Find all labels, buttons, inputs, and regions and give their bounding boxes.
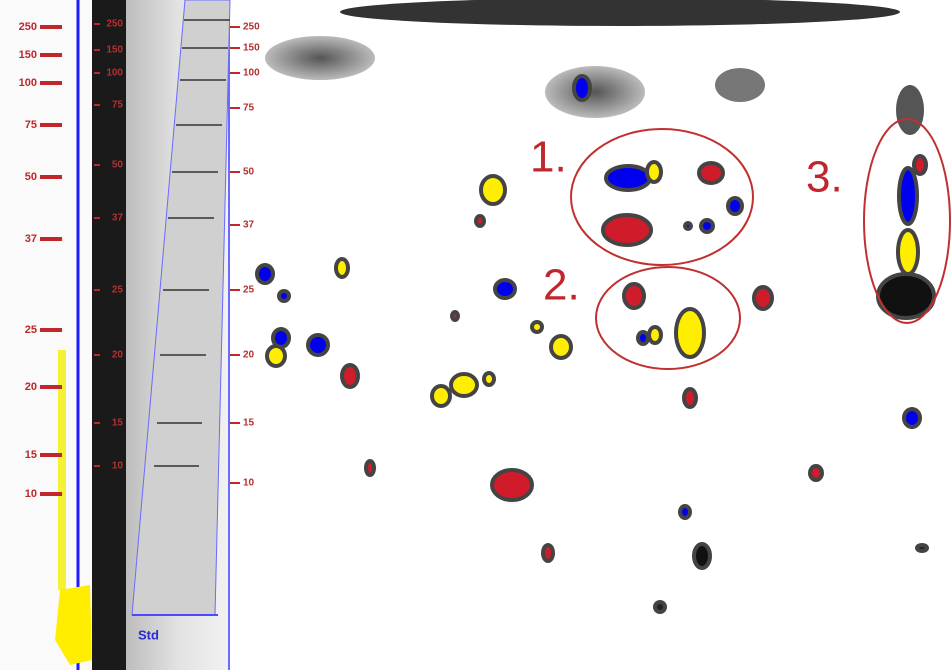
mw-label: 20 — [112, 350, 124, 361]
mw-label: 20 — [25, 381, 37, 393]
mw-label: 100 — [19, 77, 37, 89]
mw-label: 100 — [243, 68, 260, 79]
annotation-label: 1. — [530, 133, 567, 182]
mw-label: 150 — [19, 49, 37, 61]
annotation-label: 2. — [543, 261, 580, 310]
mw-label: 15 — [25, 449, 37, 461]
mw-label: 100 — [106, 68, 123, 79]
mw-label: 50 — [112, 160, 124, 171]
mw-label: 15 — [112, 418, 124, 429]
gel-image: 1. 2. 3. Std 250 150 100 75 50 37 25 20 15 10 250 1… — [0, 0, 952, 670]
top-smear — [265, 0, 924, 135]
mw-label: 150 — [106, 45, 123, 56]
mw-label: 37 — [243, 220, 255, 231]
mw-label: 250 — [106, 19, 123, 30]
annotation-label: 3. — [806, 153, 843, 202]
mw-label: 20 — [243, 350, 255, 361]
mw-label: 25 — [112, 285, 124, 296]
mw-label: 50 — [243, 167, 255, 178]
mw-label: 50 — [25, 171, 37, 183]
mw-label: 10 — [25, 488, 37, 500]
mw-label: 75 — [243, 103, 255, 114]
mw-label: 75 — [25, 119, 37, 131]
mw-label: 75 — [112, 100, 124, 111]
mw-label: 250 — [243, 22, 260, 33]
mw-label: 10 — [112, 461, 124, 472]
mw-label: 250 — [19, 21, 37, 33]
mw-label: 37 — [25, 233, 37, 245]
std-label: Std — [138, 627, 159, 642]
mw-label: 15 — [243, 418, 255, 429]
gel-figure: 1. 2. 3. Std 250 150 100 75 50 37 25 20 15 10 250 1… — [0, 0, 952, 670]
mw-label: 150 — [243, 43, 260, 54]
mw-label: 10 — [243, 478, 255, 489]
mw-label: 25 — [243, 285, 255, 296]
mw-label: 25 — [25, 324, 37, 336]
mw-label: 37 — [112, 213, 124, 224]
